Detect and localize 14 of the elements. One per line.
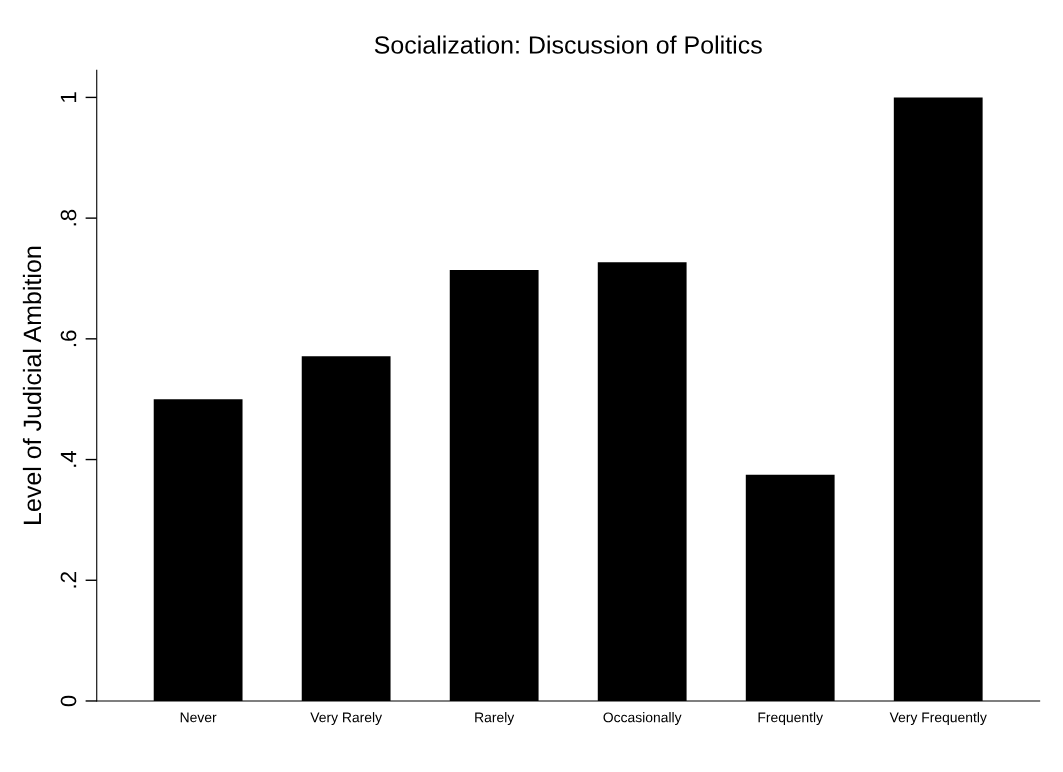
y-tick-label: 1 bbox=[60, 92, 77, 102]
y-tick-label: .2 bbox=[60, 572, 77, 588]
y-tick-label: .8 bbox=[60, 209, 77, 226]
x-tick-label: Rarely bbox=[475, 712, 515, 726]
x-tick-label: Frequently bbox=[758, 712, 823, 726]
x-tick-label: Occasionally bbox=[603, 712, 682, 726]
y-tick-label: .6 bbox=[60, 330, 77, 347]
x-tick-label: Very Frequently bbox=[889, 712, 987, 726]
y-axis-title: Level of Judicial Ambition bbox=[22, 246, 42, 524]
y-tick-label: 0 bbox=[60, 695, 77, 707]
x-tick-label: Very Rarely bbox=[310, 712, 383, 726]
y-tick-label: .4 bbox=[60, 450, 77, 467]
x-tick-label: Never bbox=[180, 712, 217, 723]
chart-title: Socialization: Discussion of Politics bbox=[374, 35, 762, 54]
